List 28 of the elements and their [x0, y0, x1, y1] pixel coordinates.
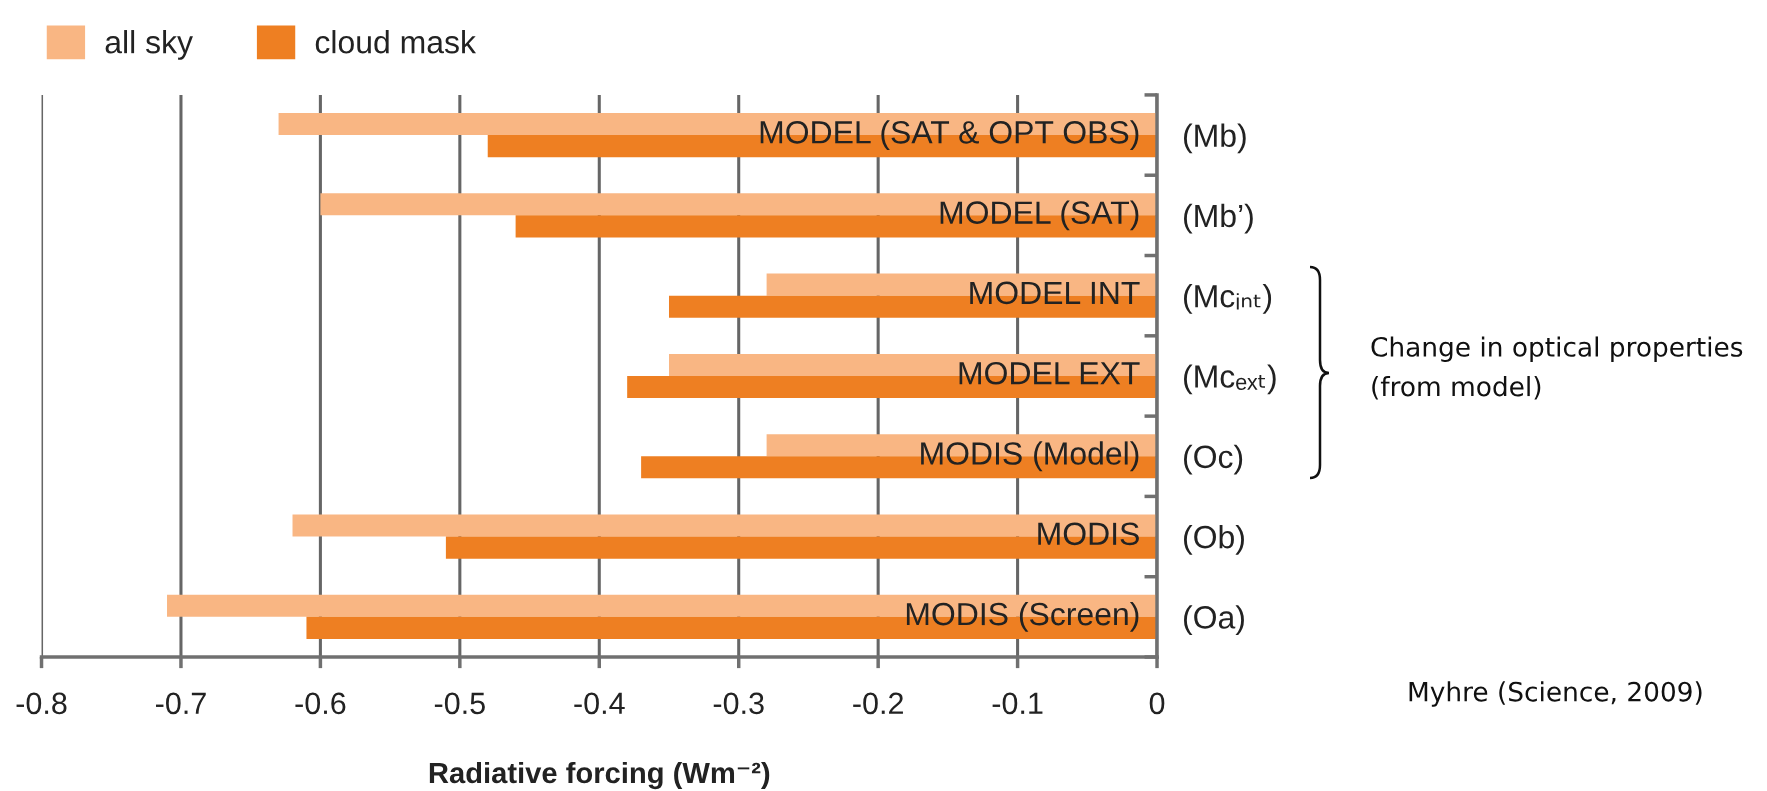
annotation: MODEL INT [970, 281, 1140, 305]
text: Myhre (Science, 2009) [1409, 681, 1702, 707]
x-tick-label: 0 [1149, 692, 1165, 715]
x-tick-label: -0.2 [853, 692, 903, 715]
x-tick-label: -0.4 [574, 692, 625, 715]
x-tick-label: -0.5 [434, 692, 485, 715]
y-tick-label: (Oc) [1184, 444, 1243, 475]
x-tick-label: -0.8 [16, 692, 67, 715]
y-tick-label: (Mb) [1184, 123, 1246, 154]
y-tick-label: (Oa) [1184, 605, 1244, 636]
annotation: MODEL (SAT) [940, 200, 1139, 231]
annotation: MODIS [1038, 522, 1139, 546]
annotation: MODEL (SAT & OPT OBS) [760, 120, 1139, 150]
y-tick-label: (Mcᵢₙₜ) [1184, 284, 1272, 314]
legend-label: all sky [105, 30, 193, 60]
x-axis-title: Radiative forcing (Wm⁻²) [429, 761, 770, 790]
annotation: MODEL EXT [959, 361, 1140, 385]
legend-label: cloud mask [315, 30, 477, 54]
annotation: MODIS (Model) [921, 441, 1139, 472]
y-tick-label: (Mcₑₓₜ) [1184, 364, 1276, 395]
y-tick-label: (Mb’) [1184, 203, 1253, 234]
text: Change in optical properties (from model) [1371, 336, 1743, 400]
x-tick-label: -0.7 [156, 692, 206, 715]
x-tick-label: -0.1 [992, 692, 1043, 715]
y-tick-label: (Ob) [1184, 524, 1244, 555]
annotation: MODIS (Screen) [906, 601, 1139, 632]
x-tick-label: -0.6 [295, 692, 346, 715]
x-tick-label: -0.3 [713, 692, 764, 715]
